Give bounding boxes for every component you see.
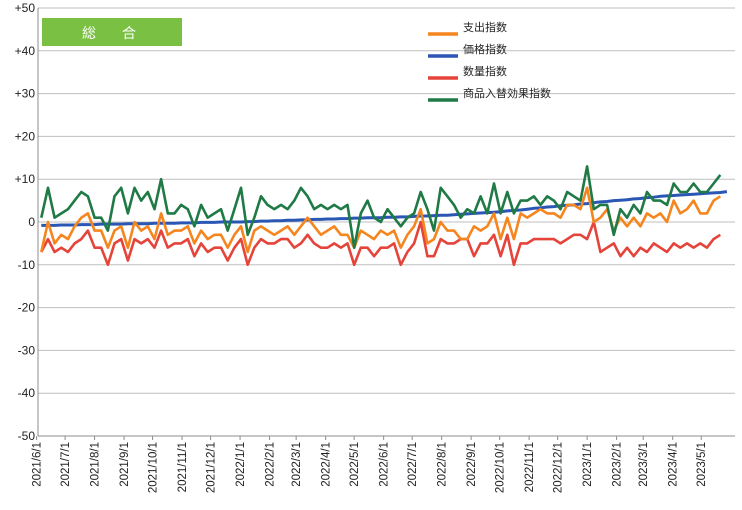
y-tick-label: -30 bbox=[18, 343, 36, 357]
y-tick-label: +30 bbox=[15, 87, 36, 101]
series-lines bbox=[40, 165, 728, 267]
category-badge: 総 合 bbox=[42, 18, 182, 46]
y-tick-label: +50 bbox=[15, 1, 36, 15]
x-tick-label: 2021/8/1 bbox=[90, 442, 102, 487]
legend-label: 価格指数 bbox=[463, 42, 507, 56]
x-tick-label: 2021/9/1 bbox=[119, 442, 131, 487]
x-tick-label: 2023/4/1 bbox=[668, 442, 680, 487]
x-tick-label: 2022/10/1 bbox=[495, 442, 507, 493]
x-tick-label: 2022/4/1 bbox=[321, 442, 333, 487]
x-tick-label: 2022/1/1 bbox=[235, 442, 247, 487]
x-tick-label: 2021/12/1 bbox=[206, 442, 218, 493]
category-badge-box bbox=[42, 18, 182, 46]
x-tick-label: 2022/11/1 bbox=[524, 442, 536, 492]
y-tick-label: +10 bbox=[15, 172, 36, 186]
x-tick-label: 2022/8/1 bbox=[437, 442, 449, 487]
x-tick-label: 2023/1/1 bbox=[582, 442, 594, 487]
x-tick-label: 2021/10/1 bbox=[148, 442, 160, 493]
x-tick-label: 2021/7/1 bbox=[60, 442, 72, 487]
legend-label: 商品入替効果指数 bbox=[463, 86, 551, 100]
x-tick-label: 2022/2/1 bbox=[265, 442, 277, 487]
x-tick-label: 2022/9/1 bbox=[466, 442, 478, 487]
legend-label: 支出指数 bbox=[463, 20, 507, 34]
x-tick-label: 2021/6/1 bbox=[32, 442, 44, 487]
series-line-3 bbox=[40, 165, 722, 249]
x-tick-label: 2022/5/1 bbox=[349, 442, 361, 487]
x-tick-label: 2021/11/1 bbox=[177, 442, 189, 492]
legend-label: 数量指数 bbox=[463, 64, 507, 78]
x-tick-label: 2023/5/1 bbox=[696, 442, 708, 487]
x-tick-label: 2023/3/1 bbox=[638, 442, 650, 487]
y-tick-label: +40 bbox=[15, 44, 36, 58]
y-tick-label: -50 bbox=[18, 429, 36, 443]
y-tick-label: -40 bbox=[18, 386, 36, 400]
x-tick-label: 2022/3/1 bbox=[291, 442, 303, 487]
x-tick-label: 2022/7/1 bbox=[407, 442, 419, 487]
series-line-2 bbox=[40, 220, 722, 267]
y-tick-label: -20 bbox=[18, 301, 36, 315]
x-tick-label: 2022/6/1 bbox=[379, 442, 391, 487]
category-badge-label: 総 合 bbox=[82, 26, 142, 42]
x-axis: 2021/6/1 2021/7/1 2021/8/1 2021/9/1 2021/10/… bbox=[32, 436, 708, 493]
y-tick-label: +20 bbox=[15, 129, 36, 143]
x-tick-label: 2023/2/1 bbox=[612, 442, 624, 487]
y-tick-label: 0 bbox=[28, 215, 35, 229]
y-tick-label: -10 bbox=[18, 258, 36, 272]
x-tick-label: 2022/12/1 bbox=[553, 442, 565, 493]
y-axis: -50 -40 -30 -20 -10 0 +10 +20 +30 +40 +50 bbox=[15, 1, 735, 443]
